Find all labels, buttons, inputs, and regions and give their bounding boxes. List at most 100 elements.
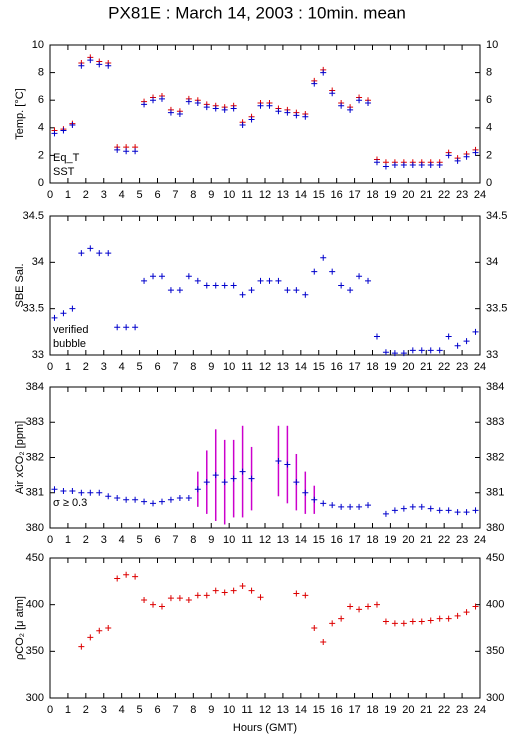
point	[418, 347, 425, 354]
point	[329, 620, 336, 627]
x-tick-label: 13	[277, 189, 289, 201]
point	[302, 291, 309, 298]
x-tick-label: 3	[101, 361, 107, 373]
point	[203, 282, 210, 289]
x-tick-label: 19	[384, 704, 396, 716]
x-tick-label: 21	[420, 189, 432, 201]
point	[132, 148, 139, 155]
x-tick-label: 16	[331, 361, 343, 373]
point	[400, 620, 407, 627]
point	[329, 90, 336, 97]
x-tick-label: 5	[137, 534, 143, 546]
x-tick-label: 4	[119, 189, 125, 201]
x-tick-label: 9	[208, 704, 214, 716]
point	[275, 458, 282, 465]
point	[141, 597, 148, 603]
point	[418, 618, 425, 625]
y-tick-label: 383	[26, 416, 44, 428]
point	[257, 594, 264, 601]
x-tick-label: 8	[190, 704, 196, 716]
y-tick-label-right: 380	[486, 522, 504, 534]
point	[284, 287, 291, 294]
point	[463, 609, 470, 616]
point	[69, 305, 76, 312]
point	[472, 603, 479, 610]
point	[373, 333, 380, 340]
point	[69, 487, 76, 494]
x-tick-label: 14	[295, 361, 307, 373]
x-tick-label: 15	[313, 361, 325, 373]
y-axis-label: SBE Sal.	[14, 263, 26, 307]
x-tick-label: 4	[119, 534, 125, 546]
point	[463, 509, 470, 516]
point	[284, 461, 291, 468]
point	[320, 69, 327, 76]
point	[230, 475, 237, 482]
x-tick-label: 24	[474, 189, 486, 201]
legend-label: SST	[53, 166, 75, 178]
point	[400, 162, 407, 169]
point	[158, 95, 165, 102]
point	[230, 105, 237, 112]
point	[365, 603, 372, 610]
point	[78, 62, 85, 69]
x-tick-label: 15	[313, 189, 325, 201]
x-tick-label: 3	[101, 534, 107, 546]
point	[123, 324, 130, 331]
y-tick-label: 2	[38, 149, 44, 161]
point	[176, 111, 183, 117]
x-tick-label: 0	[47, 189, 53, 201]
y-tick-label: 4	[38, 122, 44, 134]
y-axis-label: Temp. [°C]	[14, 88, 26, 139]
point	[302, 489, 309, 496]
point	[114, 495, 121, 502]
x-axis-label: Hours (GMT)	[233, 722, 297, 734]
point	[275, 108, 282, 115]
x-tick-label: 0	[47, 361, 53, 373]
x-tick-label: 23	[456, 361, 468, 373]
point	[114, 146, 121, 153]
point	[185, 273, 192, 280]
point	[239, 468, 246, 475]
x-tick-label: 9	[208, 189, 214, 201]
point	[167, 109, 174, 116]
point	[194, 277, 201, 284]
x-tick-label: 15	[313, 704, 325, 716]
x-tick-label: 4	[119, 704, 125, 716]
x-tick-label: 7	[172, 189, 178, 201]
y-tick-label: 381	[26, 487, 44, 499]
x-tick-label: 0	[47, 534, 53, 546]
point	[132, 496, 139, 503]
x-tick-label: 22	[438, 704, 450, 716]
x-tick-label: 18	[366, 534, 378, 546]
x-tick-label: 7	[172, 704, 178, 716]
x-tick-label: 19	[384, 361, 396, 373]
point	[373, 159, 380, 166]
x-tick-label: 10	[223, 534, 235, 546]
x-tick-label: 0	[47, 704, 53, 716]
point	[347, 603, 354, 610]
point	[60, 310, 67, 317]
point	[347, 503, 354, 510]
point	[221, 589, 228, 596]
y-tick-label: 400	[26, 599, 44, 611]
x-tick-label: 11	[241, 534, 252, 546]
point	[373, 601, 380, 608]
x-tick-label: 3	[101, 189, 107, 201]
point	[185, 98, 192, 105]
x-tick-label: 16	[331, 189, 343, 201]
point	[338, 503, 345, 510]
point	[212, 472, 219, 479]
x-tick-label: 2	[83, 704, 89, 716]
legend-label: Eq_T	[53, 152, 80, 164]
y-tick-label-right: 34.5	[486, 210, 507, 222]
point	[436, 507, 443, 514]
point	[150, 601, 157, 608]
point	[78, 250, 85, 257]
x-tick-label: 19	[384, 534, 396, 546]
point	[445, 333, 452, 340]
point	[105, 625, 112, 631]
point	[203, 104, 210, 111]
y-tick-label-right: 400	[486, 599, 504, 611]
point	[418, 503, 425, 510]
